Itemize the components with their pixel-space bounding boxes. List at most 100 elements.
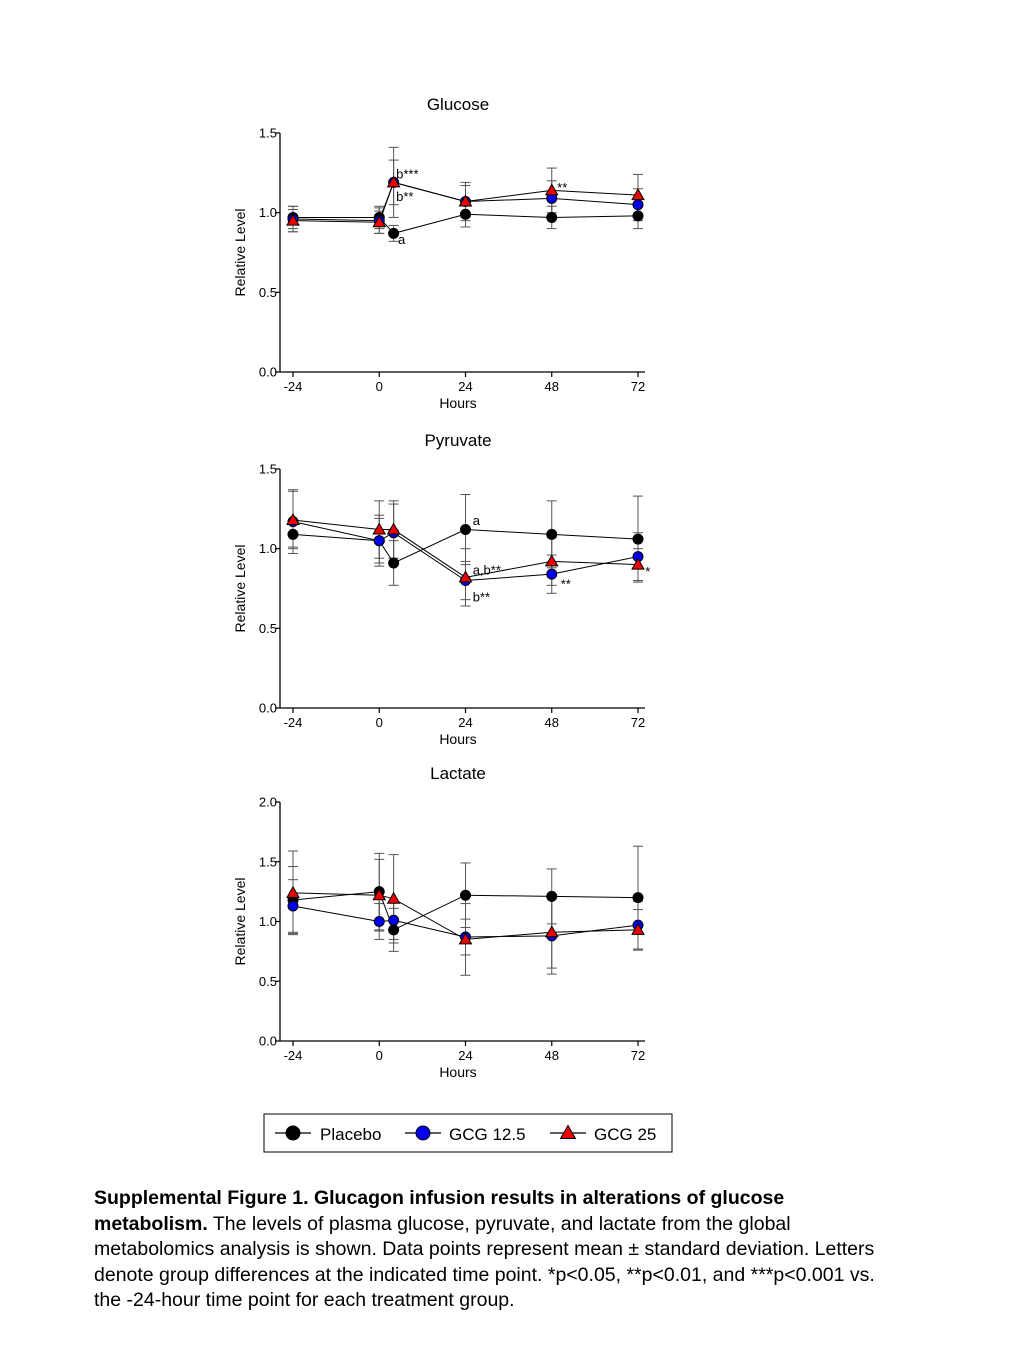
legend-label: GCG 12.5	[449, 1125, 526, 1144]
x-tick-label: 72	[631, 1048, 645, 1063]
legend-item-placebo: Placebo	[275, 1125, 381, 1144]
data-point-gcg-25	[458, 932, 473, 945]
y-tick-label: 0.5	[259, 285, 277, 300]
series-line-gcg-12-5	[292, 521, 639, 582]
data-point-gcg-25	[286, 512, 300, 525]
x-tick-label: 24	[458, 379, 472, 394]
chart-title: Pyruvate	[424, 431, 491, 450]
significance-label: b***	[396, 167, 418, 182]
legend-marker-circle	[415, 1125, 431, 1141]
x-tick-label: 48	[545, 1048, 559, 1063]
significance-label: b**	[473, 589, 490, 604]
series-line-gcg-12-5	[292, 905, 639, 938]
data-point-placebo	[460, 889, 471, 901]
data-point-gcg-25	[372, 522, 387, 535]
x-tick-label: 48	[545, 715, 559, 730]
data-point-gcg-12-5	[373, 535, 385, 547]
y-axis-label: Relative Level	[232, 545, 248, 633]
data-point-placebo	[388, 924, 400, 936]
data-point-gcg-25	[386, 522, 401, 535]
caption-title: Supplemental Figure 1. Glucagon infusion…	[94, 1187, 785, 1235]
data-point-placebo	[546, 211, 558, 223]
data-point-gcg-25	[631, 922, 645, 935]
x-tick-label: 24	[458, 715, 472, 730]
y-tick-label: 0.0	[259, 701, 277, 716]
figure-panels: Glucose 0.0 0.5 1.0 1.5 -24 0 24 48 72 Hours Relati…	[232, 95, 673, 1153]
y-tick-label: 1.5	[259, 126, 277, 141]
x-tick-label: 72	[631, 715, 645, 730]
legend: Placebo GCG 12.5 GCG 25	[263, 1113, 673, 1153]
figure-caption: Supplemental Figure 1. Glucagon infusion…	[94, 1186, 894, 1314]
data-point-placebo	[287, 528, 299, 540]
significance-label: *	[645, 564, 650, 579]
y-axis-label: Relative Level	[232, 209, 248, 297]
x-axis-label: Hours	[439, 731, 476, 747]
data-point-placebo	[388, 227, 400, 239]
legend-marker-triangle	[559, 1124, 577, 1139]
data-point-gcg-12-5	[546, 568, 558, 580]
x-tick-label: -24	[284, 379, 303, 394]
caption-body: The levels of plasma glucose, pyruvate, …	[94, 1212, 875, 1312]
significance-label: a,b**	[473, 562, 501, 577]
data-point-gcg-25	[386, 175, 401, 188]
significance-label: a	[398, 232, 406, 247]
x-tick-label: -24	[284, 1048, 303, 1063]
significance-label: a	[473, 513, 481, 528]
data-point-gcg-12-5	[287, 900, 299, 912]
y-tick-label: 1.5	[259, 854, 277, 869]
x-tick-label: 72	[631, 379, 645, 394]
x-tick-label: 24	[458, 1048, 472, 1063]
y-tick-label: 0.0	[259, 365, 277, 380]
legend-label: GCG 25	[594, 1125, 656, 1144]
x-tick-label: 48	[545, 379, 559, 394]
legend-item-gcg-25: GCG 25	[550, 1124, 656, 1144]
data-point-placebo	[388, 557, 400, 569]
significance-label: b**	[396, 189, 413, 204]
y-tick-label: 1.5	[259, 462, 277, 477]
data-point-placebo	[546, 528, 558, 540]
data-point-placebo	[546, 890, 558, 902]
data-point-gcg-25	[544, 554, 559, 567]
legend-marker-circle	[285, 1125, 301, 1141]
y-tick-label: 1.0	[259, 205, 277, 220]
legend-box	[263, 1113, 673, 1153]
y-tick-label: 2.0	[259, 795, 277, 810]
chart-title: Lactate	[430, 764, 486, 783]
data-point-gcg-25	[286, 213, 300, 226]
data-point-gcg-25	[372, 215, 387, 228]
data-point-gcg-25	[458, 194, 473, 207]
data-point-gcg-25	[458, 570, 473, 583]
x-tick-label: 0	[376, 379, 383, 394]
data-point-placebo	[632, 210, 644, 222]
y-tick-label: 0.0	[259, 1034, 277, 1049]
significance-label: **	[561, 577, 571, 592]
y-tick-label: 0.5	[259, 621, 277, 636]
x-axis-label: Hours	[439, 395, 476, 411]
data-point-placebo	[460, 524, 471, 536]
x-axis-label: Hours	[439, 1064, 476, 1080]
data-point-gcg-12-5	[388, 914, 400, 926]
data-point-gcg-25	[286, 885, 300, 898]
series-line-placebo	[292, 891, 639, 931]
significance-label: **	[557, 180, 567, 195]
data-point-placebo	[460, 208, 471, 220]
data-point-gcg-12-5	[373, 916, 385, 927]
y-tick-label: 1.0	[259, 541, 277, 556]
data-point-gcg-25	[386, 891, 401, 904]
x-tick-label: -24	[284, 715, 303, 730]
legend-label: Placebo	[320, 1125, 381, 1144]
y-tick-label: 0.5	[259, 974, 277, 989]
x-tick-label: 0	[376, 1048, 383, 1063]
data-point-gcg-25	[631, 557, 645, 570]
data-point-placebo	[632, 533, 644, 545]
legend-item-gcg-12-5: GCG 12.5	[405, 1125, 526, 1144]
data-point-gcg-25	[372, 888, 387, 901]
chart-pyruvate: Pyruvate 0.0 0.5 1.0 1.5 -24 0 24 48 72 Hours Relat…	[232, 431, 650, 747]
series-line-gcg-25	[292, 181, 639, 223]
data-point-gcg-12-5	[632, 199, 644, 211]
y-tick-label: 1.0	[259, 914, 277, 929]
series-line-placebo	[292, 529, 639, 564]
data-point-gcg-25	[631, 188, 645, 201]
series-line-placebo	[293, 213, 639, 234]
chart-title: Glucose	[427, 95, 489, 114]
